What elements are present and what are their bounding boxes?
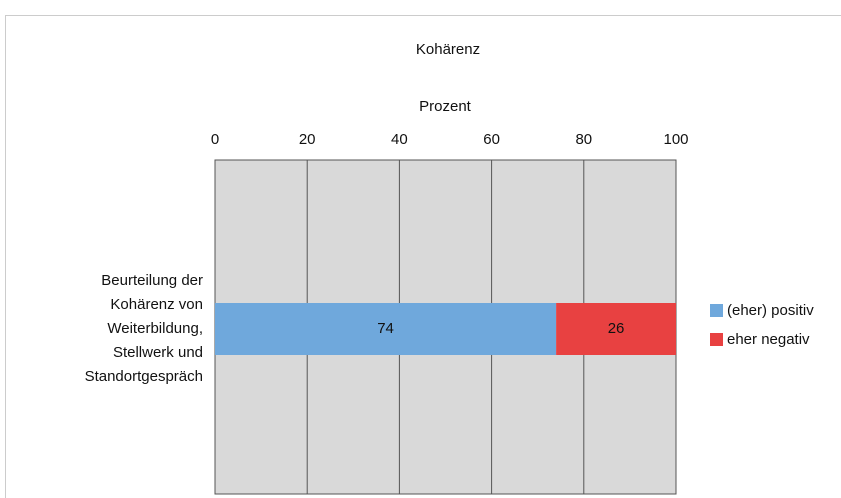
x-tick-label: 40	[391, 131, 408, 148]
x-tick-label: 0	[211, 131, 219, 148]
y-tick-label: Beurteilung der Kohärenz von Weiterbildu…	[84, 272, 203, 385]
legend-swatch	[710, 304, 723, 317]
bar	[215, 303, 557, 355]
legend-swatch	[710, 333, 723, 346]
x-tick-label: 100	[663, 131, 688, 148]
chart-title: Kohärenz	[416, 41, 480, 58]
x-tick-label: 80	[575, 131, 592, 148]
legend-label: eher negativ	[727, 331, 810, 348]
x-tick-label: 20	[299, 131, 316, 148]
legend-label: (eher) positiv	[727, 302, 814, 319]
x-axis-label: Prozent	[419, 98, 472, 115]
bar	[556, 303, 676, 355]
data-label: 26	[608, 320, 625, 337]
x-tick-label: 60	[483, 131, 500, 148]
data-label: 74	[377, 320, 394, 337]
